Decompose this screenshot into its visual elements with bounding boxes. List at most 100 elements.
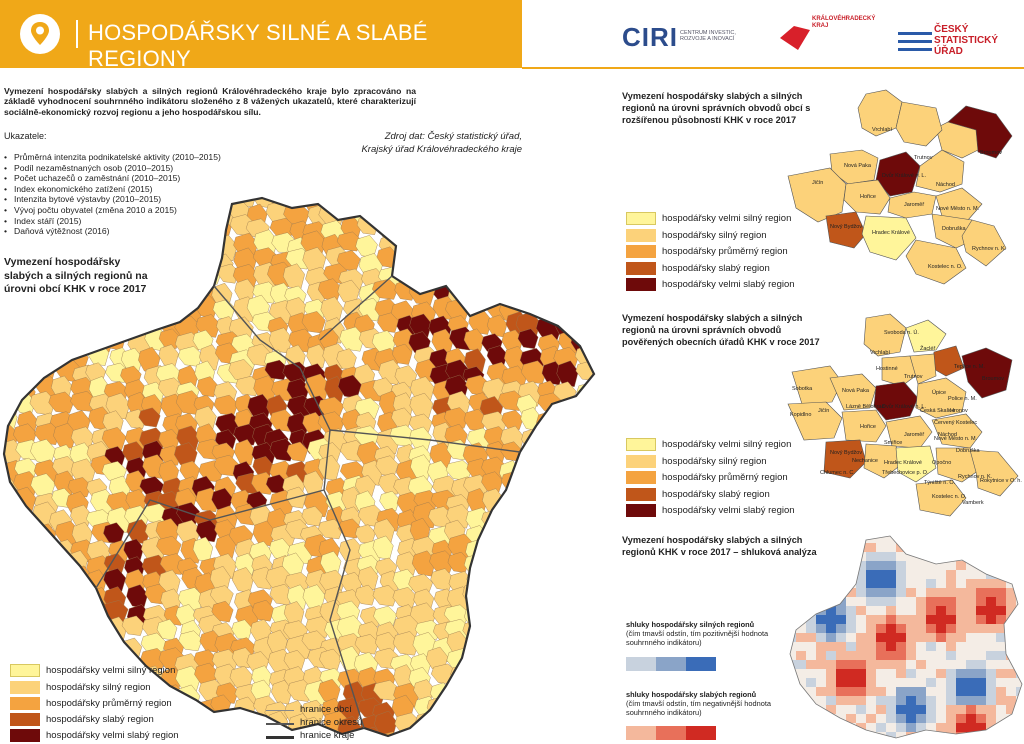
municipality-cell — [69, 588, 93, 615]
cluster-cell — [846, 561, 856, 570]
cluster-cell — [996, 651, 1006, 660]
municipality-cell — [17, 363, 39, 386]
municipality-cell — [69, 295, 93, 322]
municipality-cell — [575, 665, 594, 686]
map-label: Broumov — [982, 376, 1004, 382]
cluster-cell — [826, 536, 836, 543]
municipality-cell — [573, 678, 594, 699]
municipality-cell — [157, 300, 181, 324]
cluster-cell — [866, 651, 876, 660]
cluster-cell — [790, 714, 796, 723]
municipality-cell — [32, 198, 53, 212]
municipality-cell — [576, 730, 594, 736]
municipality-cell — [4, 587, 20, 609]
list-item: Počet uchazečů o zaměstnání (2010–2015) — [4, 173, 221, 184]
cluster-cell — [876, 651, 886, 660]
municipality-cell — [179, 198, 202, 211]
cluster-cell — [906, 714, 916, 723]
cluster-cell — [966, 723, 976, 732]
municipality-cell — [4, 200, 26, 227]
municipality-cell — [121, 615, 145, 636]
municipality-cell — [505, 631, 529, 658]
cluster-cell — [790, 696, 796, 705]
municipality-cell — [31, 309, 54, 336]
municipality-cell — [138, 407, 161, 428]
municipality-cell — [71, 618, 93, 645]
municipality-cell — [4, 614, 20, 636]
municipality-cell — [4, 569, 17, 595]
municipality-cell — [428, 233, 455, 255]
municipality-cell — [338, 518, 361, 539]
municipality-cell — [19, 615, 42, 636]
municipality-cell — [486, 279, 512, 301]
legend-item: hospodářsky velmi silný region — [10, 664, 210, 678]
municipality-cell — [518, 589, 545, 612]
cluster-cell — [976, 615, 986, 624]
municipality-cell — [556, 198, 581, 212]
municipality-cell — [15, 293, 39, 320]
cluster-cell — [826, 723, 836, 732]
map-label: Teplice n. M. — [954, 364, 985, 370]
municipality-cell — [521, 198, 542, 210]
municipality-cell — [522, 649, 546, 675]
map-label: Úpice — [932, 389, 946, 396]
cluster-cell — [946, 579, 956, 588]
cluster-cell — [986, 678, 996, 687]
municipality-cell — [541, 264, 566, 290]
cluster-cell — [826, 687, 836, 696]
cluster-cell — [866, 633, 876, 642]
cluster-cell — [826, 597, 836, 606]
cluster-cell — [806, 624, 816, 633]
municipality-cell — [103, 634, 129, 657]
pou-map-title: Vymezení hospodářsky slabých a silných r… — [622, 313, 820, 347]
cluster-cell — [956, 669, 966, 678]
cluster-cell — [866, 552, 876, 561]
map-label: Kostelec n. O. — [928, 264, 963, 270]
cluster-cell — [886, 714, 896, 723]
cluster-cell — [836, 633, 846, 642]
cluster-cell — [996, 687, 1006, 696]
municipality-cell — [501, 409, 524, 430]
municipality-cell — [552, 219, 579, 242]
municipality-cell — [539, 727, 564, 736]
municipality-cell — [590, 392, 594, 413]
legend-item: hospodářsky průměrný region — [10, 697, 210, 711]
municipality-cell — [483, 213, 509, 239]
municipality-cell — [53, 214, 75, 237]
cluster-cell — [806, 579, 816, 588]
cluster-cell — [1006, 588, 1016, 597]
legend-item: hospodářsky silný region — [626, 455, 826, 469]
municipality-cell — [538, 203, 560, 224]
cluster-cell — [896, 669, 906, 678]
legend-item: hospodářsky slabý region — [626, 262, 826, 276]
cluster-cell — [1016, 669, 1022, 678]
cluster-cell — [906, 669, 916, 678]
list-item: Daňová výtěžnost (2016) — [4, 226, 221, 237]
cluster-cell — [876, 615, 886, 624]
cluster-cell — [896, 633, 906, 642]
cluster-cell — [946, 714, 956, 723]
municipality-cell — [66, 215, 90, 240]
municipality-cell — [4, 637, 22, 661]
municipality-cell — [179, 250, 202, 273]
cluster-cell — [826, 624, 836, 633]
cluster-cell — [836, 651, 846, 660]
municipality-cell — [53, 601, 76, 627]
cluster-cell — [996, 732, 1006, 738]
municipality-cell — [36, 537, 59, 560]
cluster-map — [789, 535, 1023, 739]
cluster-cell — [916, 687, 926, 696]
legend-line — [266, 710, 294, 711]
municipality-cell — [539, 565, 563, 591]
list-item: Podíl nezaměstnaných osob (2010–2015) — [4, 163, 221, 174]
cluster-cell — [976, 732, 986, 738]
cluster-cell — [846, 651, 856, 660]
municipality-cell — [156, 252, 179, 276]
cluster-cell — [806, 536, 816, 543]
municipality-cell — [211, 600, 234, 623]
municipality-cell — [575, 568, 594, 590]
municipality-cell — [391, 219, 415, 246]
cluster-cell — [816, 651, 826, 660]
municipality-cell — [516, 614, 543, 637]
municipality-cell — [377, 205, 400, 228]
